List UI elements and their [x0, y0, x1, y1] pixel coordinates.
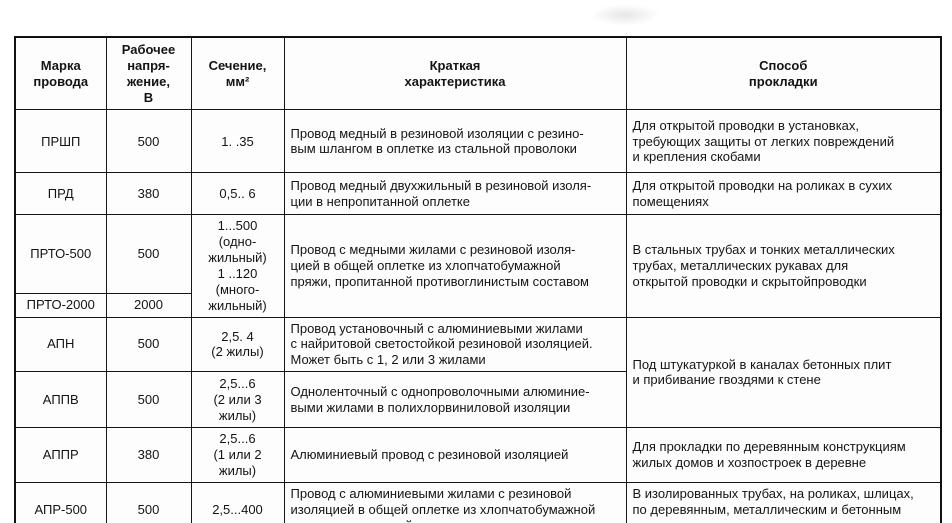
cell-method-merged: Под штукатуркой в каналах бетонных плит … [625, 316, 942, 429]
cell-method: Для прокладки по деревянным конструкциям… [625, 427, 942, 483]
col-header-section: Сечение, мм² [190, 36, 285, 111]
cell-brand: АПН [14, 316, 107, 373]
cell-characteristic: Провод медный двухжильный в резиновой из… [283, 172, 627, 216]
table-row-apn: АПН 500 2,5. 4 (2 жилы) Провод установоч… [14, 316, 942, 429]
wire-types-table: Марка провода Рабочее напря- жение, В Се… [14, 36, 942, 523]
cell-method-merged: В стальных трубах и тонких металлических… [625, 214, 942, 318]
cell-section: 2,5...6 (1 или 2 жилы) [190, 427, 285, 483]
cell-voltage: 380 [105, 427, 192, 483]
table-row-prd: ПРД 380 0,5.. 6 Провод медный двухжильны… [14, 172, 942, 216]
table-row-prto-500: ПРТО-500 500 1...500 (одно- жильный) 1 .… [14, 214, 942, 318]
cell-brand: АППВ [14, 371, 107, 429]
cell-brand: ПРТО-500 [14, 214, 107, 294]
cell-section: 2,5...6 (2 или 3 жилы) [190, 371, 285, 429]
cell-characteristic: Провод медный в резиновой изоляции с рез… [283, 109, 627, 174]
cell-voltage: 380 [105, 172, 192, 216]
cell-characteristic: Провод установочный с алюминиевыми жилам… [283, 316, 627, 373]
col-header-voltage: Рабочее напря- жение, В [105, 36, 192, 111]
col-header-brand: Марка провода [14, 36, 107, 111]
cell-characteristic: Алюминиевый провод с резиновой изоляцией [283, 427, 627, 483]
table-row-appr: АППР 380 2,5...6 (1 или 2 жилы) Алюминие… [14, 427, 942, 483]
table-row-prto-2000: ПРТО-2000 2000 [14, 292, 941, 318]
cell-section: 2,5...400 [190, 481, 285, 523]
cell-method: Для открытой проводки на роликах в сухих… [625, 172, 942, 216]
col-header-method: Способ прокладки [625, 36, 942, 111]
table-row-prshp: ПРШП 500 1. .35 Провод медный в резиново… [14, 109, 942, 174]
table-body: ПРШП 500 1. .35 Провод медный в резиново… [14, 109, 942, 523]
cell-brand: ПРШП [14, 109, 107, 174]
cell-characteristic: Одноленточный с однопроволочными алюмини… [283, 371, 627, 429]
scan-artifact [590, 4, 660, 26]
cell-section: 1. .35 [190, 109, 285, 174]
cell-voltage: 500 [105, 316, 192, 373]
cell-characteristic-merged: Провод с медными жилами с резиновой изол… [283, 214, 627, 318]
cell-section: 0,5.. 6 [190, 172, 285, 216]
cell-section-merged: 1...500 (одно- жильный) 1 ..120 (много- … [190, 214, 285, 318]
table-row-appv: АППВ 500 2,5...6 (2 или 3 жилы) Однолент… [14, 371, 941, 429]
cell-voltage: 500 [105, 109, 192, 174]
cell-brand: АППР [14, 427, 107, 483]
cell-brand: АПР-500 [14, 481, 107, 523]
cell-section: 2,5. 4 (2 жилы) [190, 316, 285, 373]
cell-voltage: 500 [105, 481, 192, 523]
cell-voltage: 500 [105, 214, 192, 294]
table-row-apr-500: АПР-500 500 2,5...400 Провод с алюминиев… [14, 481, 942, 523]
cell-method: Для открытой проводки в установках, треб… [625, 109, 942, 174]
header-row: Марка провода Рабочее напря- жение, В Се… [14, 36, 942, 111]
cell-characteristic: Провод с алюминиевыми жилами с резиновой… [283, 481, 627, 523]
cell-voltage: 500 [105, 371, 192, 429]
cell-voltage: 2000 [105, 292, 192, 318]
cell-brand: ПРД [14, 172, 107, 216]
col-header-characteristic: Краткая характеристика [283, 36, 627, 111]
cell-brand: ПРТО-2000 [14, 292, 107, 318]
table-header: Марка провода Рабочее напря- жение, В Се… [14, 36, 942, 111]
cell-method: В изолированных трубах, на роликах, шлиц… [625, 481, 942, 523]
